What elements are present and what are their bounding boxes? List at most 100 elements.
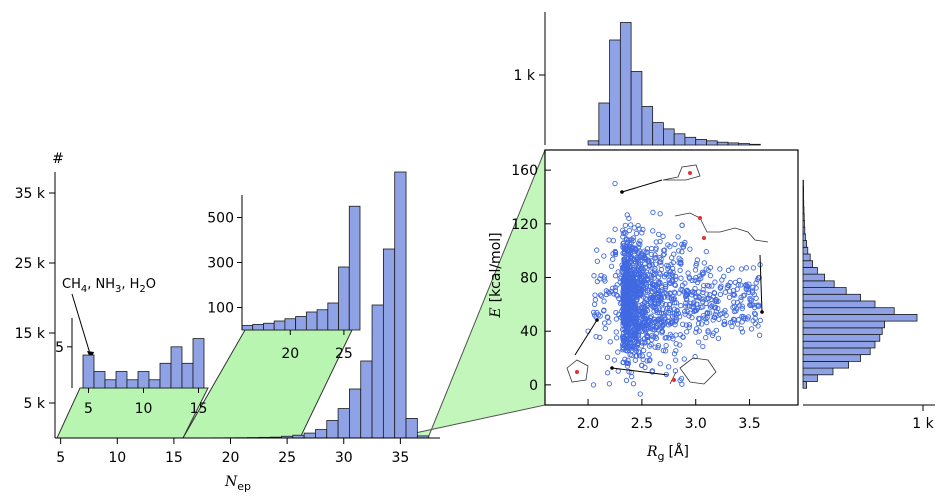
inset2-bar <box>327 302 339 331</box>
scatter-point <box>640 226 646 233</box>
scatter-point <box>734 321 741 327</box>
main-x-tick-label: 25 <box>278 450 296 466</box>
scatter-point <box>622 296 628 302</box>
right-bar <box>802 300 876 309</box>
scatter-point <box>655 279 662 285</box>
top-bar <box>695 138 707 146</box>
inset2-bar <box>338 266 350 331</box>
scatter-point <box>682 311 688 317</box>
scatter-point <box>632 335 638 341</box>
scatter-point <box>673 300 679 306</box>
scatter-point <box>637 391 643 397</box>
scatter-point <box>739 303 745 309</box>
scatter-point <box>652 334 658 340</box>
scatter-point <box>636 226 642 232</box>
scatter-point <box>621 303 627 309</box>
scatter-point <box>726 294 733 300</box>
main-x-label: Nep <box>224 474 251 493</box>
main-x-tick-label: 5 <box>56 450 65 466</box>
scatter-point <box>604 354 611 360</box>
right-bar <box>802 260 814 268</box>
scatter-point <box>656 254 663 261</box>
scatter-point <box>630 381 637 387</box>
scatter-point <box>611 357 618 363</box>
molecule-3-sketch <box>566 359 589 383</box>
scatter-point <box>637 276 644 283</box>
scatter-point <box>601 276 607 282</box>
main-x-tick-label: 20 <box>222 450 240 466</box>
scatter-point <box>680 244 686 250</box>
main-bar <box>371 304 384 439</box>
scatter-point <box>639 353 646 359</box>
scatter-point <box>667 243 673 250</box>
scatter-point <box>635 340 642 346</box>
right-bar <box>802 307 895 315</box>
scatter-point <box>693 329 699 335</box>
main-bar <box>382 248 396 439</box>
scatter-point <box>640 267 646 274</box>
scatter-point <box>657 211 663 217</box>
scatter-point <box>722 307 728 314</box>
scatter-point <box>673 341 679 347</box>
scatter-point <box>753 285 759 291</box>
scatter-point <box>658 316 664 322</box>
main-x-tick-label: 10 <box>108 450 126 466</box>
scatter-point <box>612 273 619 279</box>
inset2-y-tick-label: 300 <box>207 256 234 272</box>
main-bar <box>349 388 362 439</box>
top-bar <box>706 140 718 146</box>
scatter-point <box>655 343 662 349</box>
scatter-point <box>606 381 613 387</box>
scatter-point <box>601 253 607 259</box>
scatter-point <box>624 363 631 369</box>
molecule-2-oxygen <box>698 216 702 220</box>
scatter-point <box>749 288 756 294</box>
scatter-point <box>644 249 651 255</box>
inset1-bar <box>93 371 106 389</box>
scatter-x-label: Rg [Å] <box>646 443 689 463</box>
scatter-point <box>703 319 710 326</box>
scatter-point <box>623 236 629 242</box>
molecule-arrow <box>759 254 763 313</box>
scatter-point <box>651 275 657 281</box>
scatter-point <box>738 294 744 301</box>
scatter-point <box>682 239 688 246</box>
scatter-point <box>721 273 727 280</box>
scatter-point <box>687 246 693 252</box>
annotation-arrow <box>71 293 92 358</box>
inset2-bar <box>305 311 318 331</box>
scatter-y-tick-label: 40 <box>520 324 538 340</box>
scatter-point <box>645 318 651 325</box>
scatter-point <box>731 291 737 297</box>
scatter-point <box>665 314 671 320</box>
molecule-arrow <box>611 367 669 376</box>
inset1-bar <box>126 379 139 389</box>
scatter-point <box>623 377 630 383</box>
scatter-point <box>628 255 634 262</box>
scatter-point <box>615 269 621 275</box>
scatter-point <box>693 262 699 269</box>
main-y-tick-label: 5 k <box>24 396 46 412</box>
scatter-y-label: E[kcal/mol] <box>488 232 504 318</box>
scatter-point <box>750 265 757 271</box>
scatter-point <box>680 321 686 327</box>
main-bar <box>326 420 339 439</box>
scatter-point <box>639 304 645 311</box>
right-bar <box>802 246 809 255</box>
scatter-point <box>659 306 666 312</box>
scatter-point <box>679 282 686 288</box>
top-bar <box>609 39 621 146</box>
scatter-point <box>629 352 635 359</box>
scatter-point <box>592 292 598 298</box>
inset1-bar <box>181 362 194 389</box>
scatter-point <box>686 324 692 330</box>
scatter-point <box>650 209 656 216</box>
scatter-point <box>679 287 685 293</box>
scatter-point <box>680 334 686 340</box>
scatter-point <box>748 297 755 303</box>
molecule-arrow <box>574 319 598 356</box>
right-bar <box>802 340 876 349</box>
scatter-point <box>619 269 625 275</box>
scatter-point <box>725 267 732 273</box>
scatter-point <box>738 326 744 332</box>
